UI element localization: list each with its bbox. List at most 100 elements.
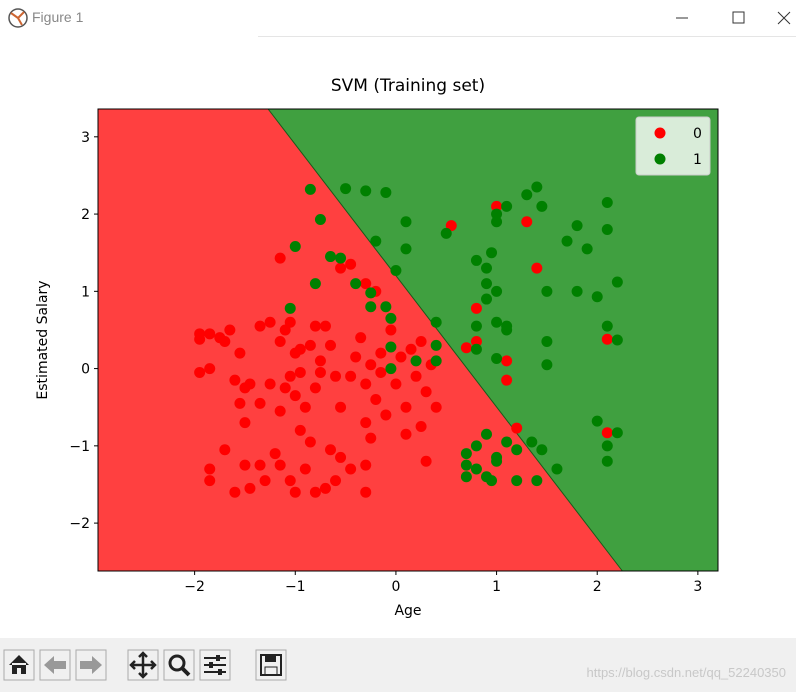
point (460, 448, 472, 460)
point (345, 463, 357, 475)
point (239, 459, 251, 471)
point (204, 363, 216, 375)
point (511, 422, 523, 434)
point (601, 333, 613, 345)
x-tick-label: 1 (492, 579, 501, 595)
back-button[interactable] (39, 649, 71, 681)
point (481, 262, 493, 274)
point (501, 324, 513, 336)
legend: 01 (635, 116, 711, 176)
maximize[interactable] (732, 11, 745, 24)
point (335, 451, 347, 463)
x-tick-label: 3 (693, 579, 702, 595)
point (551, 463, 563, 475)
point (355, 332, 367, 344)
point (410, 355, 422, 367)
point (289, 486, 301, 498)
point (380, 409, 392, 421)
point (385, 324, 397, 336)
point (460, 471, 472, 483)
point (304, 339, 316, 351)
point (360, 486, 372, 498)
home-button[interactable] (3, 649, 35, 681)
y-tick-label: 2 (81, 207, 90, 223)
point (470, 343, 482, 355)
point (400, 243, 412, 255)
point (460, 459, 472, 471)
watermark: https://blog.csdn.net/qq_52240350 (586, 665, 787, 680)
save-button[interactable] (255, 649, 287, 681)
point (330, 370, 342, 382)
point (430, 355, 442, 367)
point (491, 285, 503, 297)
forward-button[interactable] (75, 649, 107, 681)
chart-title: SVM (Training set) (331, 76, 485, 96)
configure-button[interactable] (199, 649, 231, 681)
point (481, 471, 493, 483)
y-tick-label: 0 (81, 362, 90, 378)
point (309, 278, 321, 290)
point (470, 336, 482, 348)
point (611, 427, 623, 439)
point (264, 316, 276, 328)
point (430, 316, 442, 328)
point (365, 359, 377, 371)
point (370, 235, 382, 247)
pan-button[interactable] (127, 649, 159, 681)
point (365, 287, 377, 299)
point (601, 455, 613, 467)
point (591, 291, 603, 303)
legend-marker (654, 153, 666, 165)
point (360, 417, 372, 429)
point (319, 320, 331, 332)
point (259, 475, 271, 487)
decision-boundary (267, 108, 623, 572)
point (501, 355, 513, 367)
point (264, 378, 276, 390)
x-tick-label: 0 (391, 579, 400, 595)
point (345, 370, 357, 382)
point (511, 444, 523, 456)
point (385, 312, 397, 324)
point (284, 302, 296, 314)
point (284, 316, 296, 328)
y-tick-label: −2 (69, 516, 90, 532)
point (244, 482, 256, 494)
point (581, 243, 593, 255)
point (526, 436, 538, 448)
point (229, 486, 241, 498)
point (390, 264, 402, 276)
point (350, 278, 362, 290)
point (415, 336, 427, 348)
point (400, 428, 412, 440)
point (294, 366, 306, 378)
window-controls[interactable] (636, 0, 796, 37)
point (591, 415, 603, 427)
point (314, 355, 326, 367)
point (491, 200, 503, 212)
point (254, 397, 266, 409)
x-tick-label: −1 (285, 579, 306, 595)
point (274, 405, 286, 417)
point (234, 347, 246, 359)
point (521, 189, 533, 201)
chart: SVM (Training set) Age Estimated Salary … (35, 76, 719, 619)
point (536, 444, 548, 456)
point (521, 216, 533, 228)
point (204, 328, 216, 340)
point (325, 444, 336, 456)
point (365, 432, 377, 444)
close[interactable] (777, 11, 791, 25)
point (491, 316, 503, 328)
point (486, 247, 498, 259)
point (400, 401, 412, 413)
point (481, 293, 493, 305)
point (380, 301, 392, 313)
zoom-button[interactable] (163, 649, 195, 681)
point (309, 486, 321, 498)
point (314, 213, 326, 225)
title-bar: Figure 1 (0, 0, 796, 37)
point (511, 475, 523, 487)
legend-marker (654, 127, 666, 139)
